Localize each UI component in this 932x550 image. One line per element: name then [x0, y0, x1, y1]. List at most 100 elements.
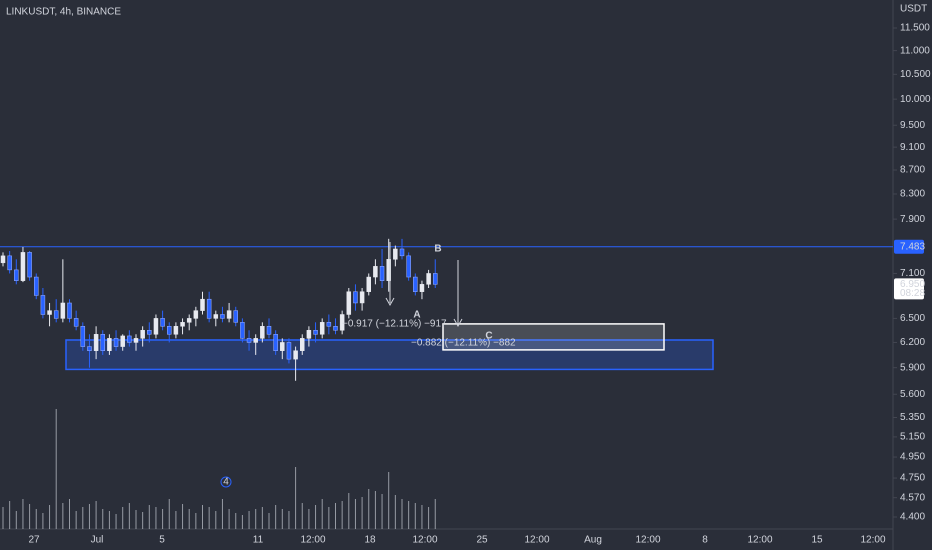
volume-bar	[228, 509, 230, 529]
volume-bar	[275, 505, 277, 529]
volume-bar	[374, 491, 376, 529]
candle-body	[180, 322, 185, 327]
level-label: 7.483	[900, 241, 925, 252]
candle-body	[253, 338, 258, 343]
candle-body	[319, 322, 325, 335]
volume-bar	[9, 501, 11, 529]
y-tick-label: 4.570	[900, 492, 925, 503]
candle-body	[100, 334, 105, 351]
volume-bar	[301, 503, 303, 529]
candle-body	[346, 291, 352, 315]
candle-body	[366, 276, 371, 292]
candle-body	[286, 342, 292, 360]
candle-body	[80, 326, 86, 347]
candle-body	[93, 334, 99, 351]
current-price: 6.950	[900, 279, 925, 290]
volume-bar	[221, 499, 223, 529]
volume-bar	[328, 507, 330, 529]
volume-bar	[108, 511, 110, 529]
y-tick-label: 4.400	[900, 512, 925, 523]
candle-body	[353, 291, 358, 304]
candle-body	[107, 338, 112, 351]
candle-body	[373, 266, 378, 278]
candle-body	[246, 338, 252, 343]
level-badge	[894, 239, 924, 254]
candle-body	[67, 302, 72, 319]
candle-body	[206, 298, 212, 319]
x-tick-label: 5	[159, 535, 165, 546]
volume-bar	[361, 497, 363, 529]
x-tick-label: Jul	[91, 535, 104, 546]
candle-body	[167, 326, 172, 335]
y-tick-label: 6.200	[900, 337, 925, 348]
candle-body	[426, 273, 431, 285]
candle-body	[339, 314, 345, 331]
x-tick-label: 12:00	[747, 535, 772, 546]
y-tick-label: 4.750	[900, 473, 925, 484]
volume-bar	[414, 503, 416, 529]
candle-body	[333, 326, 338, 331]
candle-body	[27, 252, 32, 278]
volume-bar	[434, 499, 436, 529]
volume-bar	[241, 515, 243, 529]
candle-body	[200, 298, 205, 311]
candle-body	[379, 266, 385, 281]
volume-bar	[142, 512, 144, 529]
candle-body	[313, 330, 318, 335]
zone	[442, 323, 665, 351]
volume-bar	[162, 509, 164, 529]
volume-bar	[348, 493, 350, 529]
volume-bar	[15, 511, 17, 529]
volume-bar	[295, 467, 297, 529]
x-tick-label: 12:00	[635, 535, 660, 546]
x-tick-label: Aug	[584, 535, 602, 546]
volume-bar	[261, 507, 263, 529]
wave-marker	[220, 476, 232, 488]
candle-body	[87, 346, 92, 351]
volume-bar	[102, 509, 104, 529]
volume-bar	[401, 499, 403, 529]
candle-body	[133, 338, 139, 343]
y-tick-label: 5.150	[900, 432, 925, 443]
volume-bar	[75, 511, 77, 529]
candle-body	[73, 318, 79, 327]
x-tick-label: 12:00	[300, 535, 325, 546]
price-badge	[894, 278, 924, 300]
volume-bar	[281, 509, 283, 529]
annotation: 4	[223, 477, 229, 488]
annotation: −0.882 (−12.11%) −882	[411, 338, 516, 349]
annotation: C	[485, 331, 492, 342]
volume-bar	[248, 511, 250, 529]
axes: 11.500 11.000 10.500 10.000 9.500 9.100 8.700 8…	[28, 23, 931, 546]
chart-title: LINKUSDT, 4h, BINANCE	[6, 7, 121, 18]
x-tick-label: 18	[364, 535, 376, 546]
arrow-head	[453, 318, 463, 328]
annotation: B	[434, 244, 441, 255]
candle-body	[186, 318, 192, 323]
y-tick-label: 11.000	[900, 45, 930, 56]
y-tick-label: 10.500	[900, 69, 931, 80]
volume-bar	[321, 499, 323, 529]
candle-body	[280, 342, 285, 351]
candle-body	[53, 310, 59, 319]
candle-body	[127, 335, 132, 343]
y-tick-label: 9.500	[900, 120, 925, 131]
volume-bar	[135, 510, 137, 529]
x-tick-label: 25	[476, 535, 488, 546]
candle-body	[260, 326, 265, 339]
candle-body	[193, 310, 199, 319]
volume-bar	[368, 489, 370, 529]
candle-body	[413, 276, 418, 292]
candle-body	[326, 322, 332, 327]
candle-body	[226, 310, 232, 319]
volume-bar	[308, 509, 310, 529]
volume-bar	[42, 513, 44, 529]
axis-unit: USDT	[900, 4, 927, 15]
zones	[0, 246, 893, 371]
volume-bar	[82, 507, 84, 529]
y-tick-label: 4.950	[900, 452, 925, 463]
x-tick-label: 8	[702, 535, 708, 546]
volume-bar	[122, 507, 124, 529]
candle-body	[140, 330, 145, 339]
volume-bar	[235, 513, 237, 529]
